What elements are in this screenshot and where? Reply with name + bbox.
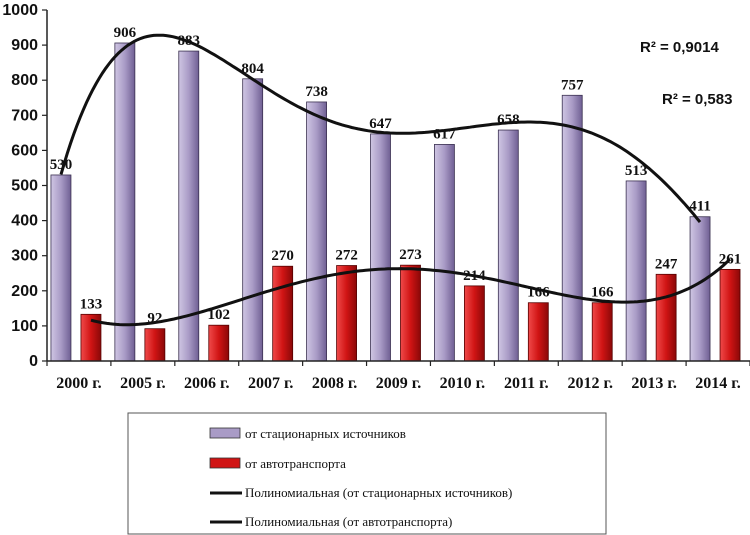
y-tick-label: 900 xyxy=(11,37,38,54)
x-axis: 2000 г. 2005 г. 2006 г. 2007 г. 2008 г. 2009 … xyxy=(46,360,750,392)
data-label-transport: 261 xyxy=(719,251,742,267)
data-label-stationary: 738 xyxy=(305,84,328,100)
x-tick-label: 2010 г. xyxy=(440,375,485,392)
bar-stationary xyxy=(306,101,327,362)
data-label-transport: 133 xyxy=(80,296,103,312)
data-label-transport: 166 xyxy=(527,285,550,301)
bar-stationary xyxy=(689,216,711,362)
data-label-stationary: 757 xyxy=(561,77,584,93)
data-label-stationary: 513 xyxy=(625,163,648,179)
data-label-stationary: 411 xyxy=(689,199,711,215)
data-label-stationary: 658 xyxy=(497,112,520,128)
legend-label-transport: от автотранспорта xyxy=(245,456,346,471)
bar-transport xyxy=(400,264,421,362)
legend-swatch-stationary xyxy=(209,427,241,439)
data-labels: 530 133 906 92 883 102 804 270 738 272 647 273 617 21… xyxy=(50,25,742,327)
trendline-transport xyxy=(90,258,732,327)
y-tick-label: 500 xyxy=(11,178,38,195)
x-tick-label: 2006 г. xyxy=(184,375,229,392)
y-tick-label: 800 xyxy=(11,72,38,89)
data-label-transport: 214 xyxy=(463,268,486,284)
data-label-stationary: 906 xyxy=(114,25,137,41)
y-tick-label: 400 xyxy=(11,213,38,230)
bar-transport xyxy=(655,273,677,362)
legend-label-trend-stationary: Полиномиальная (от стационарных источник… xyxy=(245,485,512,500)
x-tick-label: 2005 г. xyxy=(120,375,165,392)
bar-transport xyxy=(719,268,741,362)
data-label-transport: 166 xyxy=(591,285,614,301)
legend-box xyxy=(127,412,607,535)
bar-transport xyxy=(464,285,485,362)
x-tick-label: 2008 г. xyxy=(312,375,357,392)
y-tick-label: 600 xyxy=(11,142,38,159)
data-label-transport: 247 xyxy=(655,256,678,272)
data-label-transport: 102 xyxy=(208,307,231,323)
bar-stationary xyxy=(242,78,264,362)
data-label-stationary: 647 xyxy=(369,116,392,132)
trendline-stationary xyxy=(59,33,702,224)
trendlines xyxy=(59,33,732,327)
legend-label-stationary: от стационарных источников xyxy=(245,426,406,441)
y-tick-label: 200 xyxy=(11,283,38,300)
y-tick-label: 300 xyxy=(11,248,38,265)
y-tick-label: 1000 xyxy=(2,2,38,19)
x-tick-label: 2011 г. xyxy=(504,375,549,392)
legend-swatch-transport xyxy=(209,457,241,469)
legend: от стационарных источников от автотрансп… xyxy=(127,412,607,535)
data-label-transport: 273 xyxy=(399,247,422,263)
x-tick-label: 2000 г. xyxy=(56,375,101,392)
bar-stationary xyxy=(497,129,519,362)
data-label-stationary: 617 xyxy=(433,126,456,142)
x-tick-label: 2013 г. xyxy=(631,375,676,392)
data-label-stationary: 530 xyxy=(50,157,73,173)
x-tick-label: 2009 г. xyxy=(376,375,421,392)
bar-transport xyxy=(591,302,613,362)
x-tick-label: 2014 г. xyxy=(695,375,740,392)
bar-transport xyxy=(208,324,230,362)
data-label-stationary: 804 xyxy=(241,61,264,77)
bar-transport xyxy=(272,265,294,362)
bar-stationary xyxy=(114,42,136,362)
bar-transport xyxy=(144,328,166,362)
data-label-transport: 270 xyxy=(271,248,294,264)
bar-transport xyxy=(336,265,357,362)
bar-stationary xyxy=(370,133,391,362)
y-tick-label: 700 xyxy=(11,107,38,124)
bar-stationary xyxy=(50,174,72,362)
x-tick-label: 2007 г. xyxy=(248,375,293,392)
data-label-transport: 92 xyxy=(147,311,162,327)
y-tick-label: 0 xyxy=(29,353,38,370)
bar-stationary xyxy=(625,180,647,362)
r2-label-transport: R² = 0,583 xyxy=(662,91,732,108)
legend-label-trend-transport: Полиномиальная (от автотранспорта) xyxy=(245,514,452,529)
data-label-stationary: 883 xyxy=(178,33,201,49)
y-tick-label: 100 xyxy=(11,318,38,335)
x-tick-label: 2012 г. xyxy=(567,375,612,392)
bar-stationary xyxy=(434,144,455,362)
bar-stationary xyxy=(561,94,583,362)
r2-annotations: R² = 0,9014 R² = 0,583 xyxy=(640,39,732,108)
r2-label-stationary: R² = 0,9014 xyxy=(640,39,719,56)
data-label-transport: 272 xyxy=(335,248,358,264)
y-axis: 0 100 200 300 400 500 600 700 800 900 1000 xyxy=(2,2,48,370)
bar-transport xyxy=(527,302,549,362)
